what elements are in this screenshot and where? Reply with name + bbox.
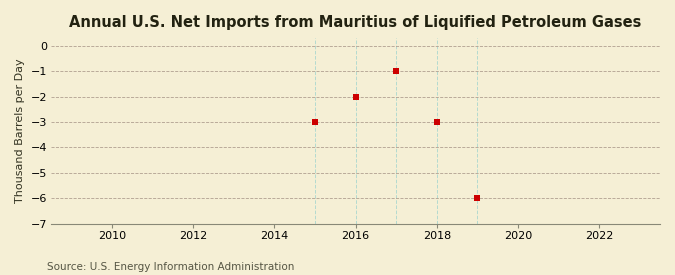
Point	[431, 120, 442, 124]
Point	[391, 69, 402, 73]
Text: Source: U.S. Energy Information Administration: Source: U.S. Energy Information Administ…	[47, 262, 294, 272]
Point	[472, 196, 483, 200]
Y-axis label: Thousand Barrels per Day: Thousand Barrels per Day	[15, 59, 25, 203]
Point	[350, 94, 361, 99]
Point	[310, 120, 321, 124]
Title: Annual U.S. Net Imports from Mauritius of Liquified Petroleum Gases: Annual U.S. Net Imports from Mauritius o…	[70, 15, 642, 30]
